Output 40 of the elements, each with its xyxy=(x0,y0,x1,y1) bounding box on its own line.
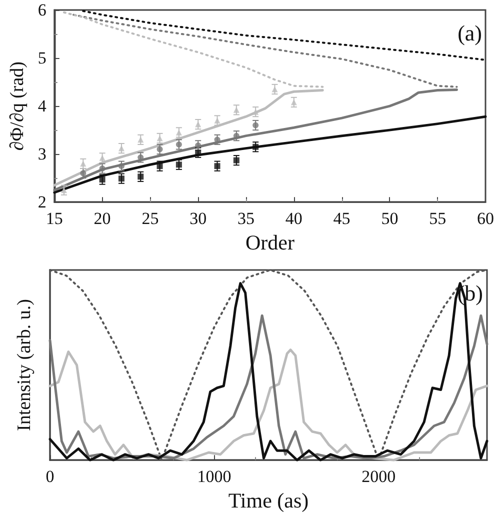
point xyxy=(156,146,163,152)
point xyxy=(80,170,86,176)
x-tick-label: 35 xyxy=(238,209,254,228)
x-tick-label: 1000 xyxy=(197,467,232,486)
point xyxy=(176,162,182,168)
y-tick-label: 6 xyxy=(38,0,46,20)
x-tick-label: 40 xyxy=(285,209,302,228)
point xyxy=(138,136,144,143)
point xyxy=(176,141,182,148)
y-tick-label: 4 xyxy=(38,96,47,116)
point xyxy=(156,163,163,170)
x-tick-label: 20 xyxy=(94,209,111,228)
point xyxy=(252,122,259,128)
line-series xyxy=(82,10,486,61)
x-axis-title: Order xyxy=(245,230,294,254)
point xyxy=(118,163,124,170)
x-tick-label: 0 xyxy=(46,467,54,486)
annotation: (a) xyxy=(458,20,482,46)
line-series xyxy=(53,115,487,194)
x-axis-title: Time (as) xyxy=(228,488,309,512)
y-tick-label: 5 xyxy=(38,48,46,68)
x-tick-label: 30 xyxy=(190,209,207,228)
point xyxy=(214,163,220,170)
point xyxy=(118,176,124,182)
y-axis-title: Intensity (arb. u.) xyxy=(14,299,35,432)
point xyxy=(138,174,144,180)
y-tick-label: 2 xyxy=(38,192,46,212)
x-tick-label: 2000 xyxy=(362,467,396,486)
x-tick-label: 55 xyxy=(429,209,446,228)
x-tick-label: 60 xyxy=(477,209,494,228)
x-tick-label: 45 xyxy=(333,209,350,228)
point xyxy=(233,157,240,164)
x-tick-label: 25 xyxy=(142,209,159,228)
x-tick-label: 15 xyxy=(46,209,63,228)
point xyxy=(99,165,106,172)
x-tick-label: 50 xyxy=(381,209,398,228)
point xyxy=(252,144,259,150)
y-axis-title: ∂Φ/∂q (rad) xyxy=(7,61,28,151)
point xyxy=(99,176,106,183)
y-tick-label: 3 xyxy=(38,144,46,164)
